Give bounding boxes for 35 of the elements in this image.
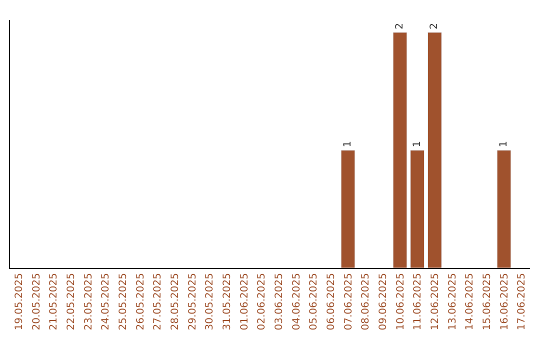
x-tick-label: 20.05.2025 bbox=[31, 273, 42, 330]
x-tick-label: 06.06.2025 bbox=[326, 273, 337, 330]
x-tick-label: 14.06.2025 bbox=[464, 273, 476, 330]
x-tick-label: 21.05.2025 bbox=[48, 273, 60, 330]
data-label: 1 bbox=[412, 140, 423, 148]
x-tick-label: 04.06.2025 bbox=[291, 273, 302, 330]
x-tick-label: 22.05.2025 bbox=[66, 273, 77, 330]
x-tick-label: 31.05.2025 bbox=[222, 273, 233, 330]
x-tick-label: 01.06.2025 bbox=[239, 273, 250, 330]
x-tick-label: 12.06.2025 bbox=[430, 273, 441, 330]
x-tick-label: 19.05.2025 bbox=[14, 273, 25, 330]
x-tick-label: 15.06.2025 bbox=[482, 273, 493, 330]
x-tick-label: 07.06.2025 bbox=[343, 273, 354, 330]
x-tick-label: 05.06.2025 bbox=[308, 273, 320, 330]
x-tick-label: 09.06.2025 bbox=[378, 273, 389, 330]
data-label: 1 bbox=[342, 140, 354, 148]
x-tick-label: 24.05.2025 bbox=[100, 273, 112, 330]
x-tick-label: 13.06.2025 bbox=[447, 273, 458, 330]
x-tick-label: 25.05.2025 bbox=[118, 273, 129, 330]
x-tick-label: 23.05.2025 bbox=[83, 273, 94, 330]
x-tick-label: 27.05.2025 bbox=[152, 273, 164, 330]
data-label: 2 bbox=[429, 23, 440, 30]
x-tick-label: 03.06.2025 bbox=[274, 273, 285, 330]
x-tick-label: 28.05.2025 bbox=[170, 273, 181, 330]
x-tick-label: 29.05.2025 bbox=[187, 273, 198, 330]
data-label: 2 bbox=[394, 23, 406, 30]
x-tick-label: 30.05.2025 bbox=[204, 273, 216, 330]
x-tick-label: 11.06.2025 bbox=[412, 273, 424, 330]
x-tick-label: 10.06.2025 bbox=[395, 273, 406, 330]
x-tick-label: 08.06.2025 bbox=[360, 273, 372, 330]
data-label: 1 bbox=[498, 140, 510, 148]
x-tick-label: 02.06.2025 bbox=[256, 273, 268, 330]
x-tick-label: 17.06.2025 bbox=[516, 273, 528, 330]
x-tick-label: 26.05.2025 bbox=[135, 273, 146, 330]
x-tick-label: 16.06.2025 bbox=[499, 273, 510, 330]
